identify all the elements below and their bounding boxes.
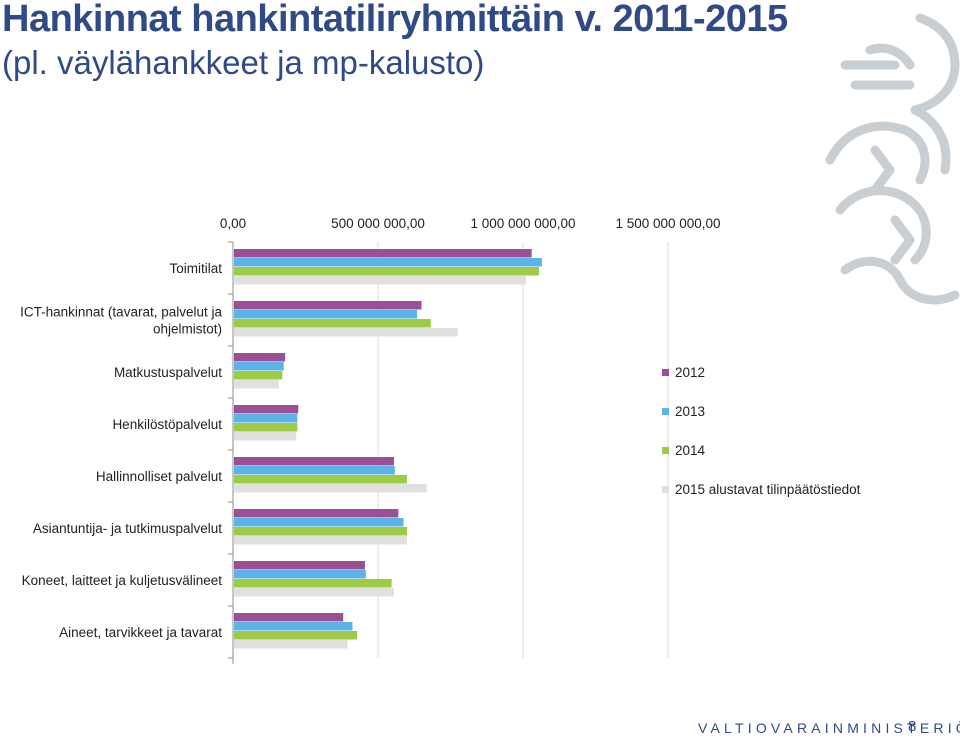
bar-2014-2 (234, 371, 283, 380)
bar-2013-6 (234, 570, 366, 579)
legend-entry-2014: 2014 (675, 443, 706, 458)
legend-entry-2013: 2013 (675, 404, 705, 419)
bar-2012-7 (234, 613, 344, 622)
page-title: Hankinnat hankintatiliryhmittäin v. 2011… (2, 0, 788, 40)
bar-2014-0 (234, 267, 539, 276)
bar-2012-3 (234, 405, 299, 414)
legend-swatch-2013 (662, 408, 669, 415)
category-label: Asiantuntija- ja tutkimuspalvelut (33, 521, 222, 536)
bar-2014-6 (234, 579, 392, 588)
x-tick-label: 0,00 (220, 216, 246, 231)
bar-2014-5 (234, 527, 407, 536)
bar-2013-2 (234, 362, 284, 371)
finnish-lion-icon (825, 13, 960, 305)
bar-2012-5 (234, 509, 399, 518)
x-tick-label: 1 000 000 000,00 (470, 216, 575, 231)
page-number: 8 (908, 718, 917, 735)
legend-swatch-2015 (662, 486, 669, 493)
bar-2015-1 (234, 328, 458, 337)
bar-2015-6 (234, 588, 394, 597)
bar-2014-3 (234, 423, 298, 432)
category-label: Aineet, tarvikkeet ja tavarat (59, 625, 222, 640)
bar-2013-4 (234, 466, 395, 475)
bar-2013-5 (234, 518, 404, 527)
category-label: ICT-hankinnat (tavarat, palvelut ja (20, 305, 222, 320)
category-label: Matkustuspalvelut (114, 365, 222, 380)
bar-2015-7 (234, 640, 348, 649)
bar-chart: 0,00 500 000 000,00 1 000 000 000,00 1 500 … (20, 216, 861, 664)
bar-2013-7 (234, 622, 353, 631)
bar-2013-1 (234, 310, 418, 319)
bar-2014-1 (234, 319, 431, 328)
bar-2015-3 (234, 432, 297, 441)
bar-2012-1 (234, 301, 422, 310)
bar-2015-2 (234, 380, 279, 389)
page-subtitle: (pl. väylähankkeet ja mp-kalusto) (2, 44, 485, 81)
bar-2012-2 (234, 353, 286, 362)
x-tick-label: 1 500 000 000,00 (615, 216, 720, 231)
category-label: Henkilöstöpalvelut (112, 417, 222, 432)
category-label: Toimitilat (169, 261, 222, 276)
bar-2014-4 (234, 475, 407, 484)
bar-2012-0 (234, 249, 532, 258)
legend-entry-2012: 2012 (675, 365, 705, 380)
bar-2014-7 (234, 631, 358, 640)
category-label: Hallinnolliset palvelut (96, 469, 222, 484)
bar-2012-4 (234, 457, 394, 466)
legend-swatch-2014 (662, 447, 669, 454)
bar-2015-0 (234, 276, 526, 285)
bar-2013-0 (234, 258, 542, 267)
category-label: Koneet, laitteet ja kuljetusvälineet (22, 573, 223, 588)
bar-2013-3 (234, 414, 298, 423)
bar-2015-5 (234, 536, 407, 545)
legend-entry-2015: 2015 alustavat tilinpäätöstiedot (675, 482, 861, 497)
bar-2012-6 (234, 561, 365, 570)
category-label: ohjelmistot) (153, 322, 222, 337)
bar-2015-4 (234, 484, 427, 493)
ministry-footer: VALTIOVARAINMINISTERIÖ (698, 720, 960, 736)
legend-swatch-2012 (662, 369, 669, 376)
x-tick-label: 500 000 000,00 (331, 216, 425, 231)
